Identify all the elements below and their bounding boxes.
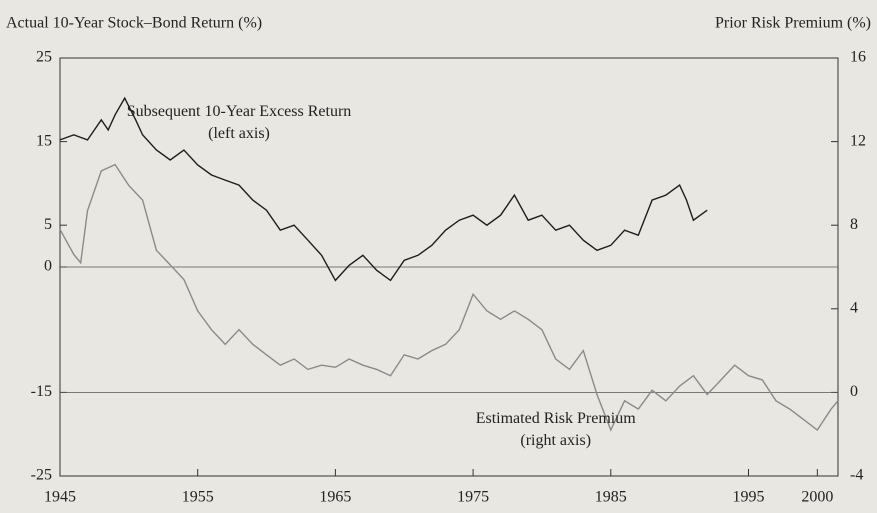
annotation: Subsequent 10-Year Excess Return	[127, 103, 352, 120]
y-tick-label: -15	[31, 383, 52, 400]
y2-axis-label: Prior Risk Premium (%)	[715, 15, 871, 32]
x-tick-label: 1945	[44, 489, 76, 506]
y2-tick-label: 0	[850, 383, 858, 400]
x-tick-label: 2000	[801, 489, 833, 506]
x-tick-label: 1965	[319, 489, 351, 506]
y-tick-label: 0	[44, 258, 52, 275]
y2-tick-label: -4	[850, 467, 863, 484]
y-tick-label: 15	[36, 132, 52, 149]
annotation: (right axis)	[520, 432, 591, 449]
y2-tick-label: 16	[850, 49, 866, 66]
data-line	[59, 163, 839, 432]
x-tick-label: 1995	[732, 489, 764, 506]
y2-tick-label: 4	[850, 299, 858, 316]
y-tick-label: 5	[44, 216, 52, 233]
annotation: (left axis)	[208, 125, 270, 142]
y-axis-label: Actual 10-Year Stock–Bond Return (%)	[6, 15, 262, 32]
y2-tick-label: 8	[850, 216, 858, 233]
x-tick-label: 1955	[182, 489, 214, 506]
x-tick-label: 1985	[595, 489, 627, 506]
y2-tick-label: 12	[850, 132, 866, 149]
x-tick-label: 1975	[457, 489, 489, 506]
y-tick-label: 25	[36, 49, 52, 66]
data-line	[59, 96, 708, 282]
y-tick-label: -25	[31, 467, 52, 484]
annotation: Estimated Risk Premium	[476, 410, 637, 427]
